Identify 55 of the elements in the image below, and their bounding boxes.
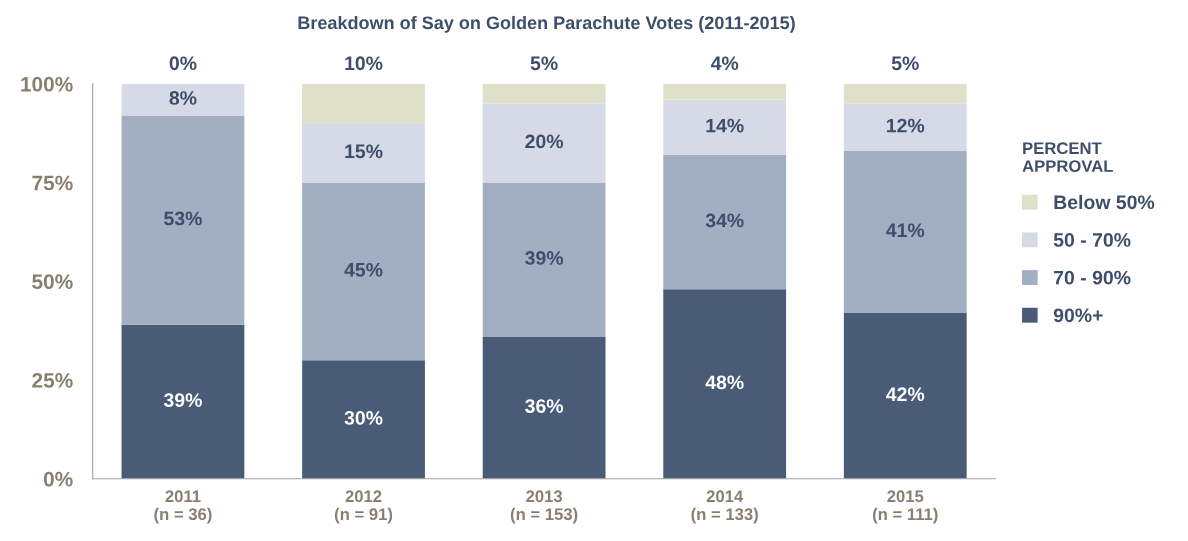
data-label: 53% [164, 211, 202, 226]
y-tick-label: 50% [32, 274, 73, 290]
bar [663, 99, 787, 155]
bar [121, 83, 245, 116]
data-label: 15% [345, 144, 383, 159]
data-label: 36% [525, 399, 564, 413]
bar [302, 182, 425, 361]
data-label: 48% [705, 375, 744, 390]
data-label: 20% [525, 134, 564, 149]
y-tick-label: 75% [32, 175, 73, 191]
x-tick-label: 2015 (n = 111) [872, 490, 938, 524]
y-tick-label: 0% [43, 471, 73, 487]
bar [663, 154, 787, 290]
bar [482, 103, 606, 183]
bar [843, 103, 967, 151]
bar [663, 83, 787, 100]
legend-label: 70 - 90% [1054, 270, 1131, 285]
data-label: 4% [710, 56, 739, 71]
data-label: 34% [705, 213, 744, 228]
bar [482, 83, 606, 104]
bar [843, 312, 967, 479]
bar [302, 83, 425, 124]
data-label: 0% [169, 56, 197, 71]
bar [843, 150, 967, 313]
data-label: 42% [886, 387, 925, 402]
bar [121, 115, 245, 325]
bar [482, 336, 606, 479]
data-label: 10% [345, 56, 383, 71]
legend-label: Below 50% [1054, 194, 1155, 210]
data-label: 8% [169, 91, 197, 105]
bar [663, 289, 787, 479]
legend-label: 90%+ [1053, 308, 1103, 323]
data-label: 39% [525, 251, 564, 265]
y-tick-label: 100% [21, 76, 73, 92]
legend-title: PERCENT APPROVAL [1022, 142, 1113, 173]
x-tick-label: 2014 (n = 133) [691, 490, 758, 524]
bar [843, 83, 967, 104]
x-tick-label: 2012 (n = 91) [334, 490, 393, 524]
data-label: 5% [530, 56, 558, 71]
data-label: 12% [887, 118, 925, 133]
bar [121, 324, 245, 479]
chart-title: Breakdown of Say on Golden Parachute Votes (2011-2015) [298, 15, 795, 33]
data-label: 45% [344, 262, 383, 277]
bar [302, 360, 425, 479]
x-tick-label: 2013 (n = 153) [510, 490, 578, 524]
bar [482, 182, 606, 337]
data-label: 30% [344, 411, 383, 425]
legend-label: 50 - 70% [1053, 233, 1131, 247]
data-label: 14% [706, 118, 744, 133]
data-label: 5% [891, 56, 919, 71]
bar [302, 123, 425, 183]
data-label: 39% [163, 393, 202, 408]
y-tick-label: 25% [32, 373, 73, 388]
data-label: 41% [886, 223, 925, 238]
x-tick-label: 2011 (n = 36) [154, 490, 212, 524]
